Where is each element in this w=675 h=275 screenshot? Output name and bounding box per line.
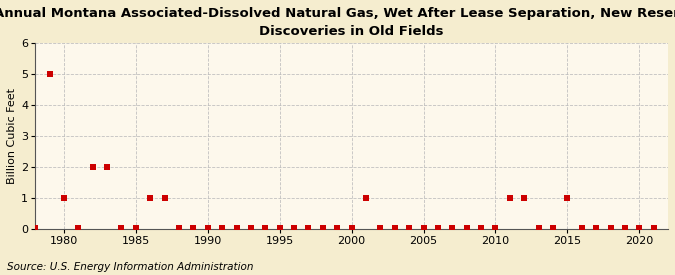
Point: [634, 226, 645, 231]
Point: [130, 226, 141, 231]
Point: [217, 226, 227, 231]
Point: [260, 226, 271, 231]
Point: [533, 226, 544, 231]
Point: [159, 196, 170, 200]
Point: [274, 226, 285, 231]
Point: [231, 226, 242, 231]
Point: [476, 226, 487, 231]
Point: [620, 226, 630, 231]
Point: [433, 226, 443, 231]
Point: [317, 226, 328, 231]
Point: [461, 226, 472, 231]
Text: Source: U.S. Energy Information Administration: Source: U.S. Energy Information Administ…: [7, 262, 253, 272]
Point: [246, 226, 256, 231]
Point: [87, 165, 98, 169]
Point: [576, 226, 587, 231]
Point: [202, 226, 213, 231]
Point: [360, 196, 371, 200]
Point: [145, 196, 156, 200]
Point: [562, 196, 573, 200]
Point: [332, 226, 343, 231]
Point: [504, 196, 515, 200]
Point: [59, 196, 70, 200]
Point: [605, 226, 616, 231]
Point: [404, 226, 414, 231]
Point: [648, 226, 659, 231]
Point: [30, 226, 40, 231]
Point: [591, 226, 601, 231]
Point: [44, 72, 55, 76]
Point: [519, 196, 530, 200]
Point: [418, 226, 429, 231]
Point: [490, 226, 501, 231]
Point: [73, 226, 84, 231]
Point: [375, 226, 386, 231]
Point: [303, 226, 314, 231]
Y-axis label: Billion Cubic Feet: Billion Cubic Feet: [7, 88, 17, 184]
Point: [102, 165, 113, 169]
Point: [447, 226, 458, 231]
Title: Annual Montana Associated-Dissolved Natural Gas, Wet After Lease Separation, New: Annual Montana Associated-Dissolved Natu…: [0, 7, 675, 38]
Point: [116, 226, 127, 231]
Point: [188, 226, 199, 231]
Point: [173, 226, 184, 231]
Point: [289, 226, 300, 231]
Point: [346, 226, 357, 231]
Point: [547, 226, 558, 231]
Point: [389, 226, 400, 231]
